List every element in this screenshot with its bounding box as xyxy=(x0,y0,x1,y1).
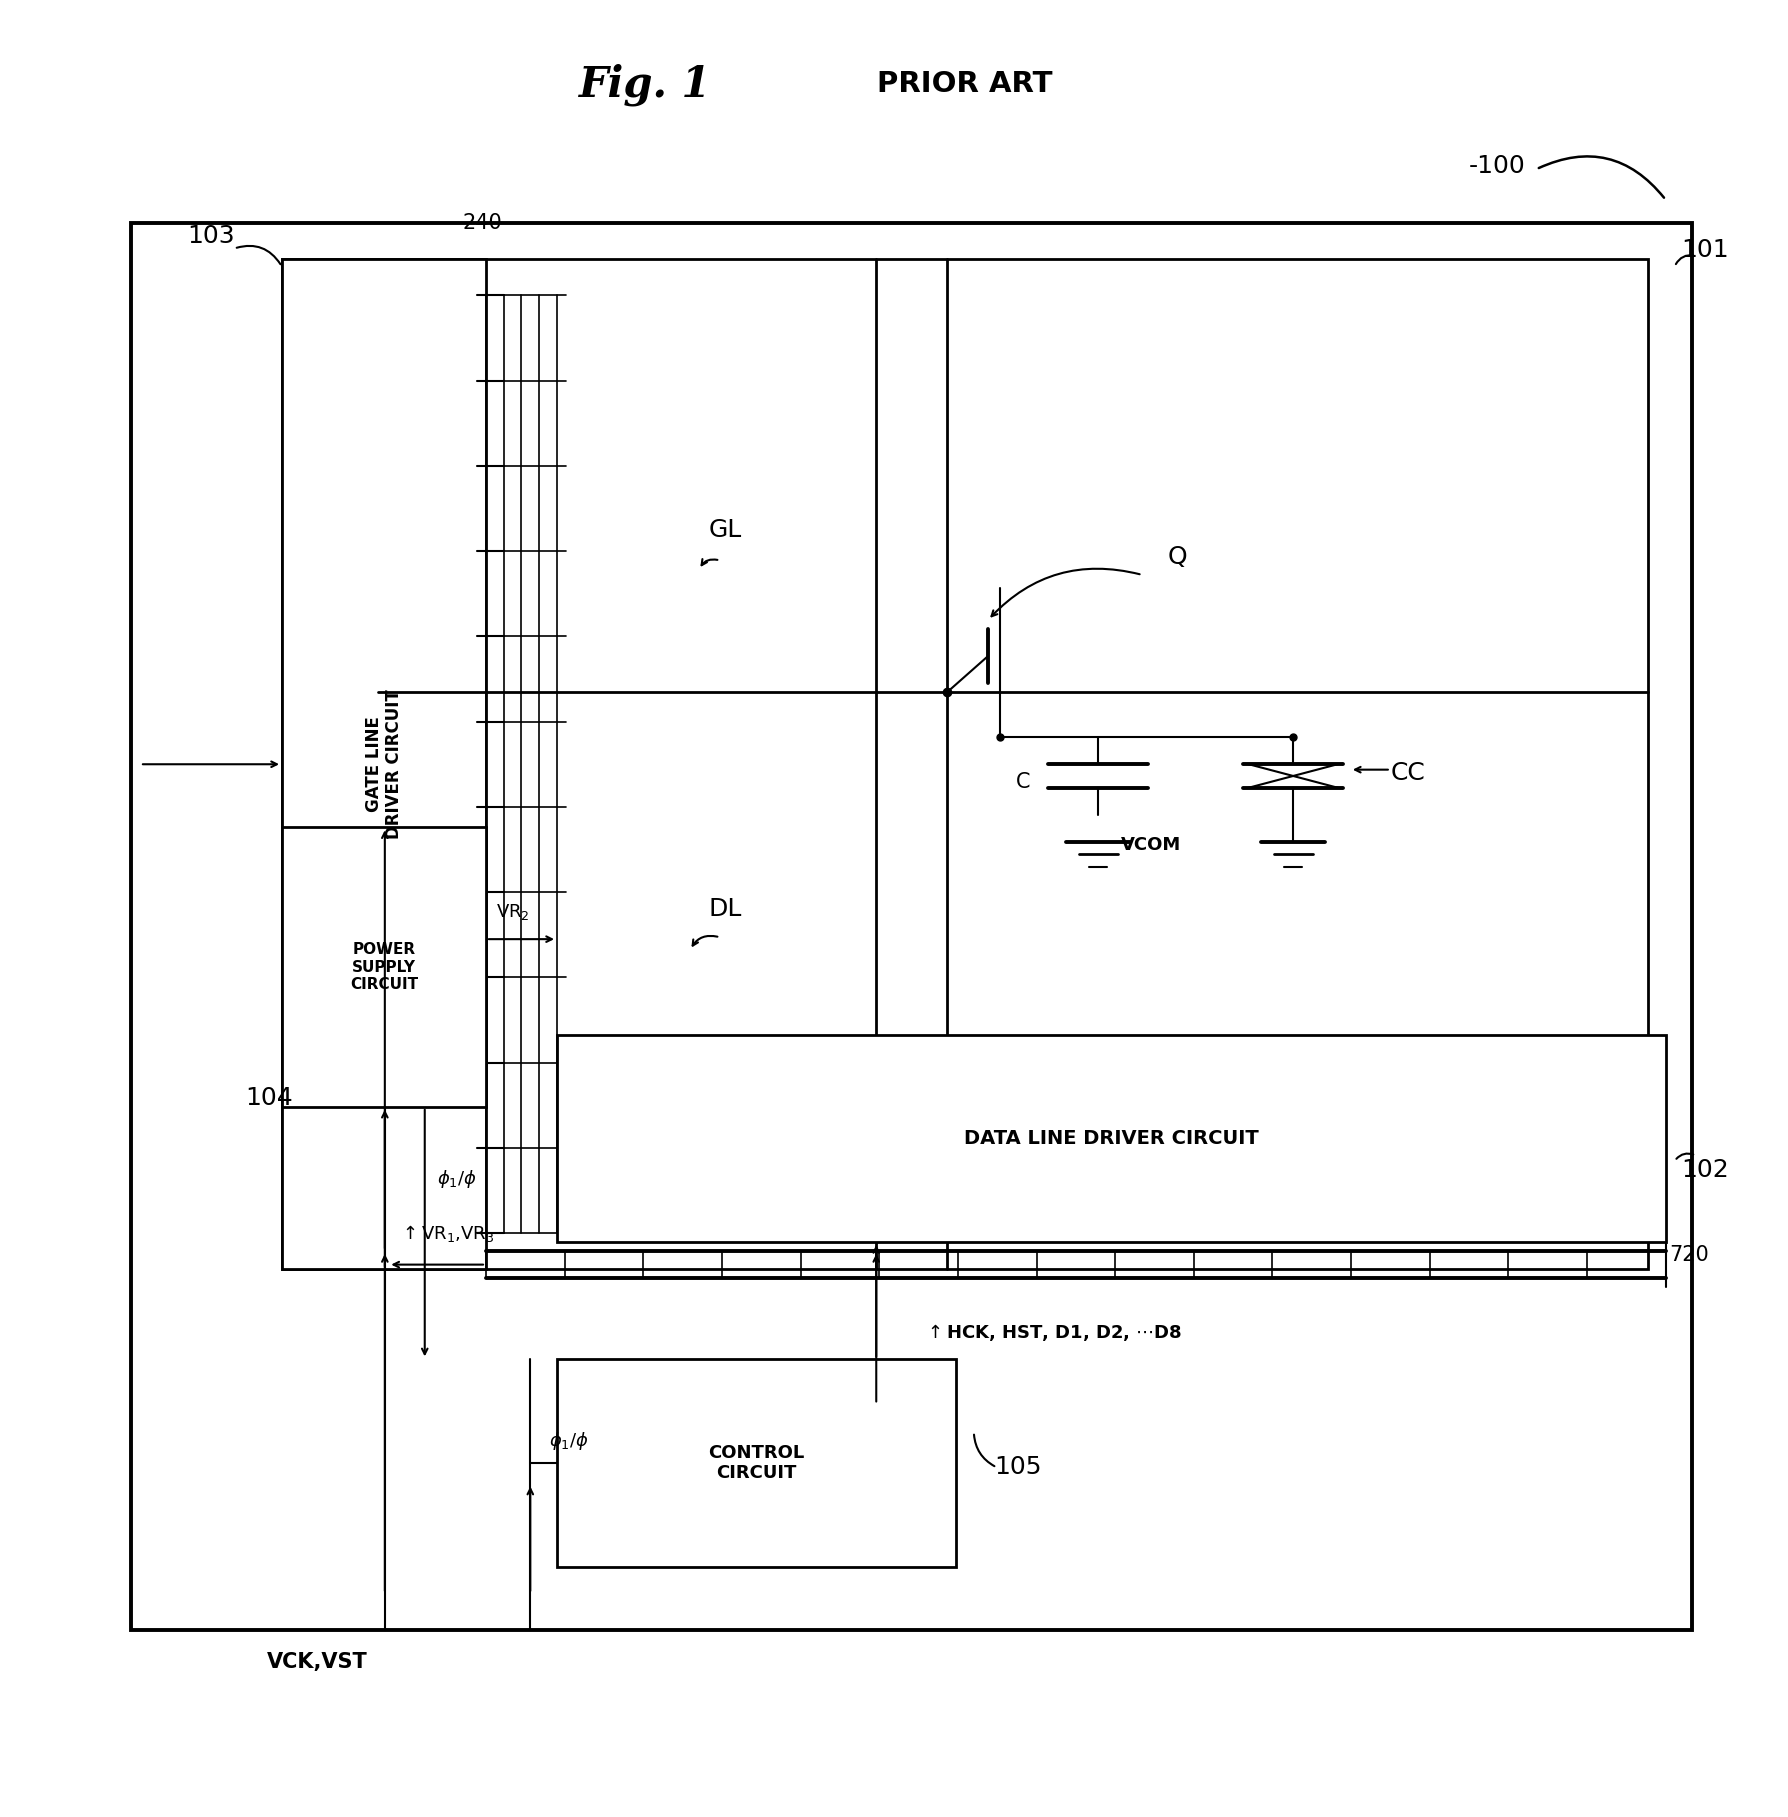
Text: $\phi_1/\phi$: $\phi_1/\phi$ xyxy=(549,1430,590,1452)
Text: Q: Q xyxy=(1168,545,1187,569)
Text: GATE LINE
DRIVER CIRCUIT: GATE LINE DRIVER CIRCUIT xyxy=(365,689,404,839)
Text: 105: 105 xyxy=(994,1455,1042,1479)
Text: $\uparrow$VR$_1$,VR$_3$: $\uparrow$VR$_1$,VR$_3$ xyxy=(399,1223,495,1243)
Text: CC: CC xyxy=(1391,761,1425,785)
Text: Fig. 1: Fig. 1 xyxy=(579,64,712,105)
Text: DL: DL xyxy=(708,896,742,921)
Text: 102: 102 xyxy=(1681,1157,1729,1181)
Text: $\uparrow$HCK, HST, D1, D2, $\cdots$D8: $\uparrow$HCK, HST, D1, D2, $\cdots$D8 xyxy=(924,1321,1184,1343)
Text: CONTROL
CIRCUIT: CONTROL CIRCUIT xyxy=(708,1443,805,1483)
Text: VR$_2$: VR$_2$ xyxy=(495,901,529,921)
Text: $\phi_1/\phi$: $\phi_1/\phi$ xyxy=(436,1168,477,1190)
Text: 101: 101 xyxy=(1681,238,1729,262)
Bar xyxy=(556,1359,957,1566)
Text: -100: -100 xyxy=(1468,154,1525,178)
Bar xyxy=(283,260,486,1268)
Text: PRIOR ART: PRIOR ART xyxy=(878,71,1053,98)
Bar xyxy=(556,1034,1666,1243)
Text: C: C xyxy=(1016,772,1030,792)
Text: 240: 240 xyxy=(463,213,502,233)
Text: VCOM: VCOM xyxy=(1121,836,1182,854)
Text: POWER
SUPPLY
CIRCUIT: POWER SUPPLY CIRCUIT xyxy=(350,943,418,992)
Bar xyxy=(131,223,1693,1630)
Text: 720: 720 xyxy=(1668,1245,1709,1265)
Text: VCK,VST: VCK,VST xyxy=(266,1652,368,1672)
Text: GL: GL xyxy=(708,518,742,541)
Bar xyxy=(283,260,1649,1268)
Text: 104: 104 xyxy=(245,1087,293,1110)
Text: DATA LINE DRIVER CIRCUIT: DATA LINE DRIVER CIRCUIT xyxy=(964,1128,1259,1148)
Text: 103: 103 xyxy=(188,223,234,247)
Bar xyxy=(283,827,486,1107)
